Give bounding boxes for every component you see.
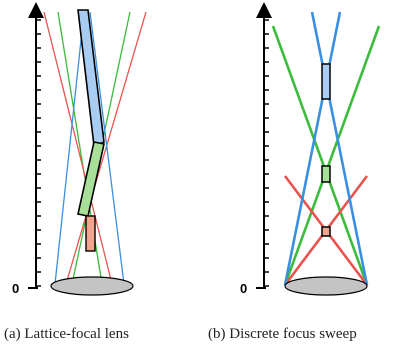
focal-segment-red-a	[85, 215, 96, 252]
panel-b: 0	[240, 2, 381, 296]
lens-aperture-a	[50, 276, 134, 296]
depth-axis-b: 0	[240, 2, 272, 296]
rays-blue-b	[283, 11, 369, 286]
axis-zero-label-b: 0	[240, 281, 247, 296]
caption-lattice-focal-lens: (a) Lattice-focal lens	[4, 326, 129, 342]
rays-green-b	[271, 25, 381, 286]
rays-blue-a	[54, 11, 125, 285]
lens-aperture-b	[284, 276, 368, 296]
focus-box-green-b	[321, 165, 331, 183]
focal-segment-green-a	[77, 141, 105, 217]
axis-zero-label-a: 0	[12, 281, 19, 296]
caption-discrete-focus-sweep: (b) Discrete focus sweep	[208, 326, 357, 342]
focus-box-blue-b	[321, 63, 331, 100]
rays-red-a	[43, 11, 147, 285]
focus-box-red-b	[321, 226, 331, 237]
depth-axis-a: 0	[12, 2, 44, 296]
focal-segment-blue-a	[77, 9, 105, 148]
panel-a: 0	[12, 2, 147, 296]
